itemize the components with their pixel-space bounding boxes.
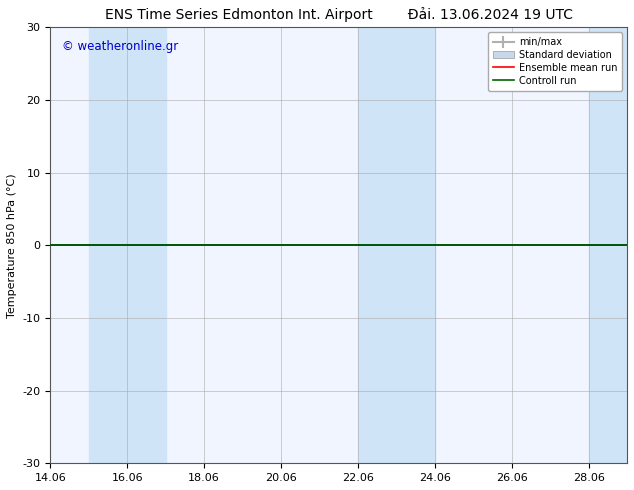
Bar — [588, 27, 627, 464]
Legend: min/max, Standard deviation, Ensemble mean run, Controll run: min/max, Standard deviation, Ensemble me… — [488, 32, 622, 91]
Text: © weatheronline.gr: © weatheronline.gr — [62, 40, 178, 53]
Bar — [358, 27, 435, 464]
Title: ENS Time Series Edmonton Int. Airport        Đải. 13.06.2024 19 UTC: ENS Time Series Edmonton Int. Airport Đả… — [105, 7, 573, 22]
Bar — [89, 27, 165, 464]
Y-axis label: Temperature 850 hPa (°C): Temperature 850 hPa (°C) — [7, 173, 17, 318]
